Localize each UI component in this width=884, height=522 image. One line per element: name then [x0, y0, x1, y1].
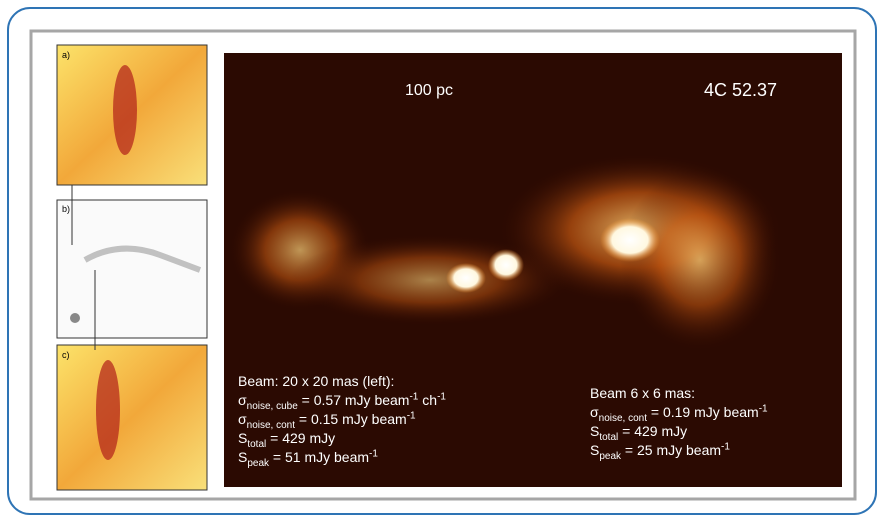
text: = 429 mJy	[266, 430, 335, 446]
note-line: Stotal = 429 mJy	[238, 429, 446, 448]
text: σ	[238, 392, 247, 408]
note-line: Speak = 25 mJy beam-1	[590, 441, 768, 460]
note-line: Stotal = 429 mJy	[590, 422, 768, 441]
right-notes: Beam 6 x 6 mas: σnoise, cont = 0.19 mJy b…	[590, 384, 768, 460]
superscript: -1	[759, 403, 768, 414]
note-line: Beam 6 x 6 mas:	[590, 384, 768, 403]
source-label: 4C 52.37	[704, 80, 777, 101]
text: σ	[590, 404, 599, 420]
text: ch	[418, 392, 437, 408]
text: = 0.57 mJy beam	[298, 392, 410, 408]
text: Beam 6 x 6 mas:	[590, 385, 695, 401]
text: S	[590, 423, 599, 439]
text: Beam: 20 x 20 mas (left):	[238, 373, 394, 389]
panel-label: a)	[62, 50, 70, 60]
superscript: -1	[721, 441, 730, 452]
text: σ	[238, 411, 247, 427]
panel-label: b)	[62, 204, 70, 214]
note-line: Speak = 51 mJy beam-1	[238, 448, 446, 467]
scale-label: 100 pc	[405, 82, 453, 100]
left-notes: Beam: 20 x 20 mas (left):σnoise, cube = …	[238, 372, 446, 467]
text: = 25 mJy beam	[621, 442, 721, 458]
superscript: -1	[369, 448, 378, 459]
text: S	[238, 430, 247, 446]
text: S	[590, 442, 599, 458]
slide: a) b) c) 100 pc 4C 52.37 Beam: 20 x 20 m…	[0, 0, 884, 522]
note-line: σnoise, cont = 0.19 mJy beam-1	[590, 403, 768, 422]
note-line: σnoise, cube = 0.57 mJy beam-1 ch-1	[238, 391, 446, 410]
panel-c	[57, 345, 207, 490]
superscript: -1	[407, 410, 416, 421]
text: S	[238, 449, 247, 465]
text: = 0.15 mJy beam	[295, 411, 407, 427]
superscript: -1	[437, 391, 446, 402]
subscript: peak	[247, 458, 269, 469]
panel-label: c)	[62, 350, 70, 360]
text: = 0.19 mJy beam	[647, 404, 759, 420]
text: = 429 mJy	[618, 423, 687, 439]
note-line: Beam: 20 x 20 mas (left):	[238, 372, 446, 391]
note-line: σnoise, cont = 0.15 mJy beam-1	[238, 410, 446, 429]
text: = 51 mJy beam	[269, 449, 369, 465]
subscript: peak	[599, 451, 621, 462]
